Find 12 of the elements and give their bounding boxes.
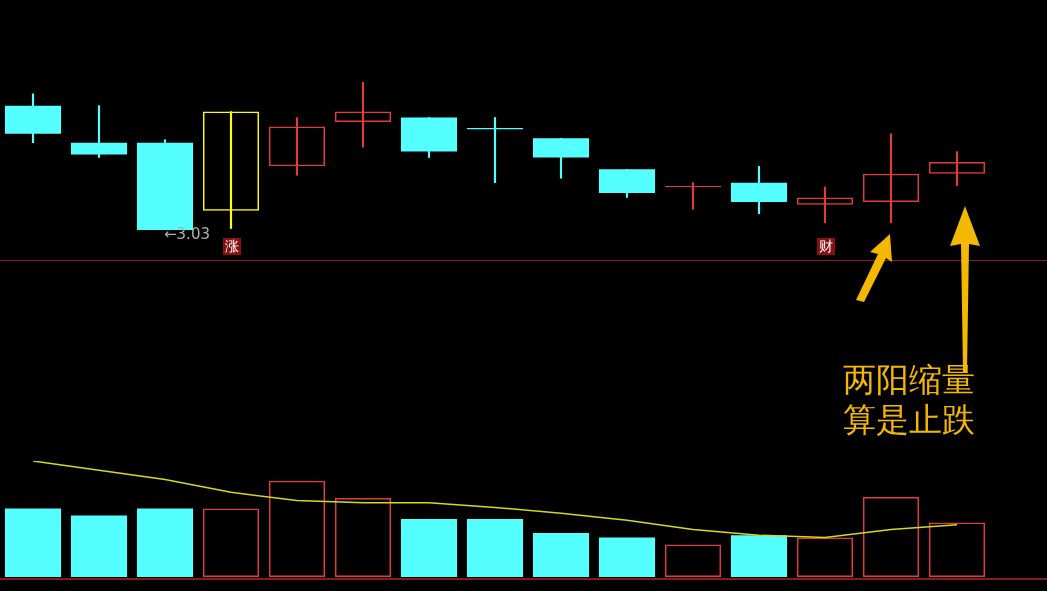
bar xyxy=(466,519,524,577)
bar xyxy=(136,508,194,577)
bar xyxy=(598,537,656,577)
candlestick xyxy=(664,182,722,210)
bar xyxy=(400,519,458,577)
text: 财 xyxy=(817,238,835,255)
text: 涨 xyxy=(223,238,241,255)
annotation: ←3.03 xyxy=(164,225,210,243)
bar xyxy=(532,532,590,577)
bar xyxy=(70,515,128,577)
bar xyxy=(730,535,788,577)
bar xyxy=(4,508,62,577)
